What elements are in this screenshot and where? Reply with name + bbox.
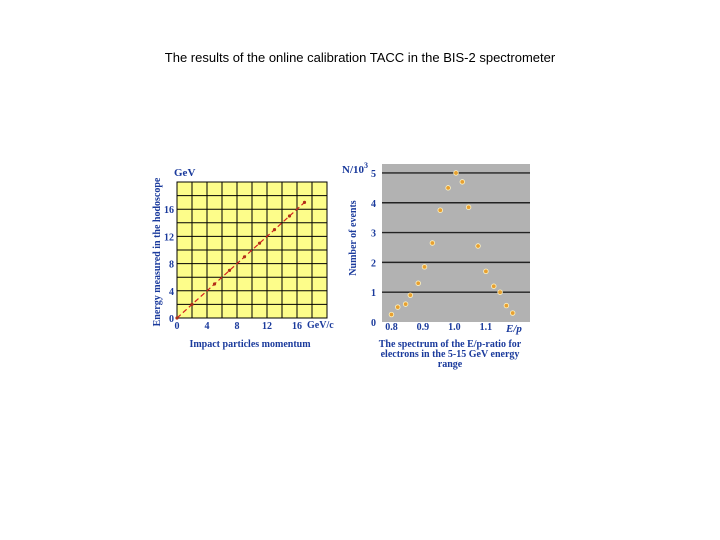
x-tick-label: 8 — [235, 321, 240, 332]
ep-y-tick-label: 4 — [371, 199, 376, 210]
x-tick-label: 16 — [292, 321, 302, 332]
ep-point — [388, 311, 395, 318]
ep-y-tick-label: 5 — [371, 169, 376, 180]
calibration-chart: 0 4 8 12 16 0 4 8 12 16 GeV GeV/c Impact particl… — [152, 167, 334, 350]
ep-y-tick-label: 0 — [371, 318, 376, 329]
ep-point — [497, 289, 503, 295]
ep-x-ticks: 0.8 0.9 1.0 1.1 — [385, 322, 492, 333]
y-tick-label: 4 — [169, 287, 174, 298]
ep-y-tick-label: 3 — [371, 229, 376, 240]
ep-point — [421, 264, 428, 270]
ep-point — [445, 185, 451, 191]
x-tick-label: 4 — [205, 321, 210, 332]
ep-y-ticks: 0 1 2 3 4 5 — [371, 169, 376, 329]
calibration-point — [175, 316, 179, 320]
ep-x-axis-label: E/p — [505, 323, 522, 335]
ep-y-tick-label: 1 — [371, 288, 376, 299]
calibration-x-ticks: 0 4 8 12 16 — [175, 321, 303, 332]
ep-point — [429, 240, 436, 246]
ep-point — [483, 268, 489, 275]
ep-x-tick-label: 1.0 — [448, 322, 461, 333]
ep-x-tick-label: 1.1 — [480, 322, 493, 333]
ep-y-unit-base: N/10 — [342, 164, 365, 176]
calibration-point — [257, 241, 262, 245]
calibration-points — [175, 200, 307, 320]
calibration-point — [302, 200, 307, 204]
ep-point — [509, 310, 516, 316]
ep-point — [459, 179, 465, 185]
ep-caption-line: range — [438, 359, 463, 370]
ep-y-unit-label: N/103 — [342, 161, 368, 176]
y-axis-label: Energy measured in the hodoscope — [152, 177, 163, 326]
calibration-point — [242, 255, 247, 259]
ep-y-axis-label: Number of events — [348, 200, 359, 275]
x-tick-label: 12 — [262, 321, 272, 332]
ep-point — [465, 204, 472, 210]
y-tick-label: 8 — [169, 260, 174, 271]
calibration-point — [190, 302, 194, 306]
ep-y-tick-label: 2 — [371, 258, 376, 269]
ep-caption-line: The spectrum of the E/p-ratio for — [379, 339, 522, 350]
ep-point — [415, 280, 421, 286]
ep-point — [491, 283, 497, 289]
y-tick-label: 0 — [169, 314, 174, 325]
calibration-point — [272, 228, 277, 232]
y-unit-label: GeV — [174, 167, 195, 179]
calibration-point — [227, 268, 232, 272]
ep-caption-line: electrons in the 5-15 GeV energy — [381, 349, 520, 360]
y-tick-label: 12 — [164, 232, 174, 243]
ep-point — [402, 301, 409, 307]
calibration-point — [287, 214, 292, 218]
ep-point — [453, 170, 459, 176]
x-unit-label: GeV/c — [307, 320, 334, 331]
calibration-fit-line — [176, 201, 305, 319]
ep-point — [475, 243, 481, 249]
ep-point — [407, 292, 414, 298]
slide-title: The results of the online calibration TA… — [164, 50, 556, 65]
ep-point — [503, 302, 510, 309]
ep-caption: The spectrum of the E/p-ratio for electro… — [379, 339, 522, 370]
y-tick-label: 16 — [164, 205, 174, 216]
ep-x-tick-label: 0.8 — [385, 322, 398, 333]
ep-y-unit-exponent: 3 — [364, 161, 368, 170]
calibration-point — [212, 282, 217, 286]
calibration-y-ticks: 0 4 8 12 16 — [164, 205, 174, 325]
ep-point — [395, 304, 401, 310]
ep-grid — [382, 172, 530, 293]
calibration-grid — [177, 182, 327, 318]
ep-point — [437, 207, 443, 213]
ep-x-tick-label: 0.9 — [417, 322, 430, 333]
x-axis-label: Impact particles momentum — [189, 339, 311, 350]
ep-points — [388, 170, 516, 318]
ep-plot-area — [382, 164, 530, 322]
x-tick-label: 0 — [175, 321, 180, 332]
